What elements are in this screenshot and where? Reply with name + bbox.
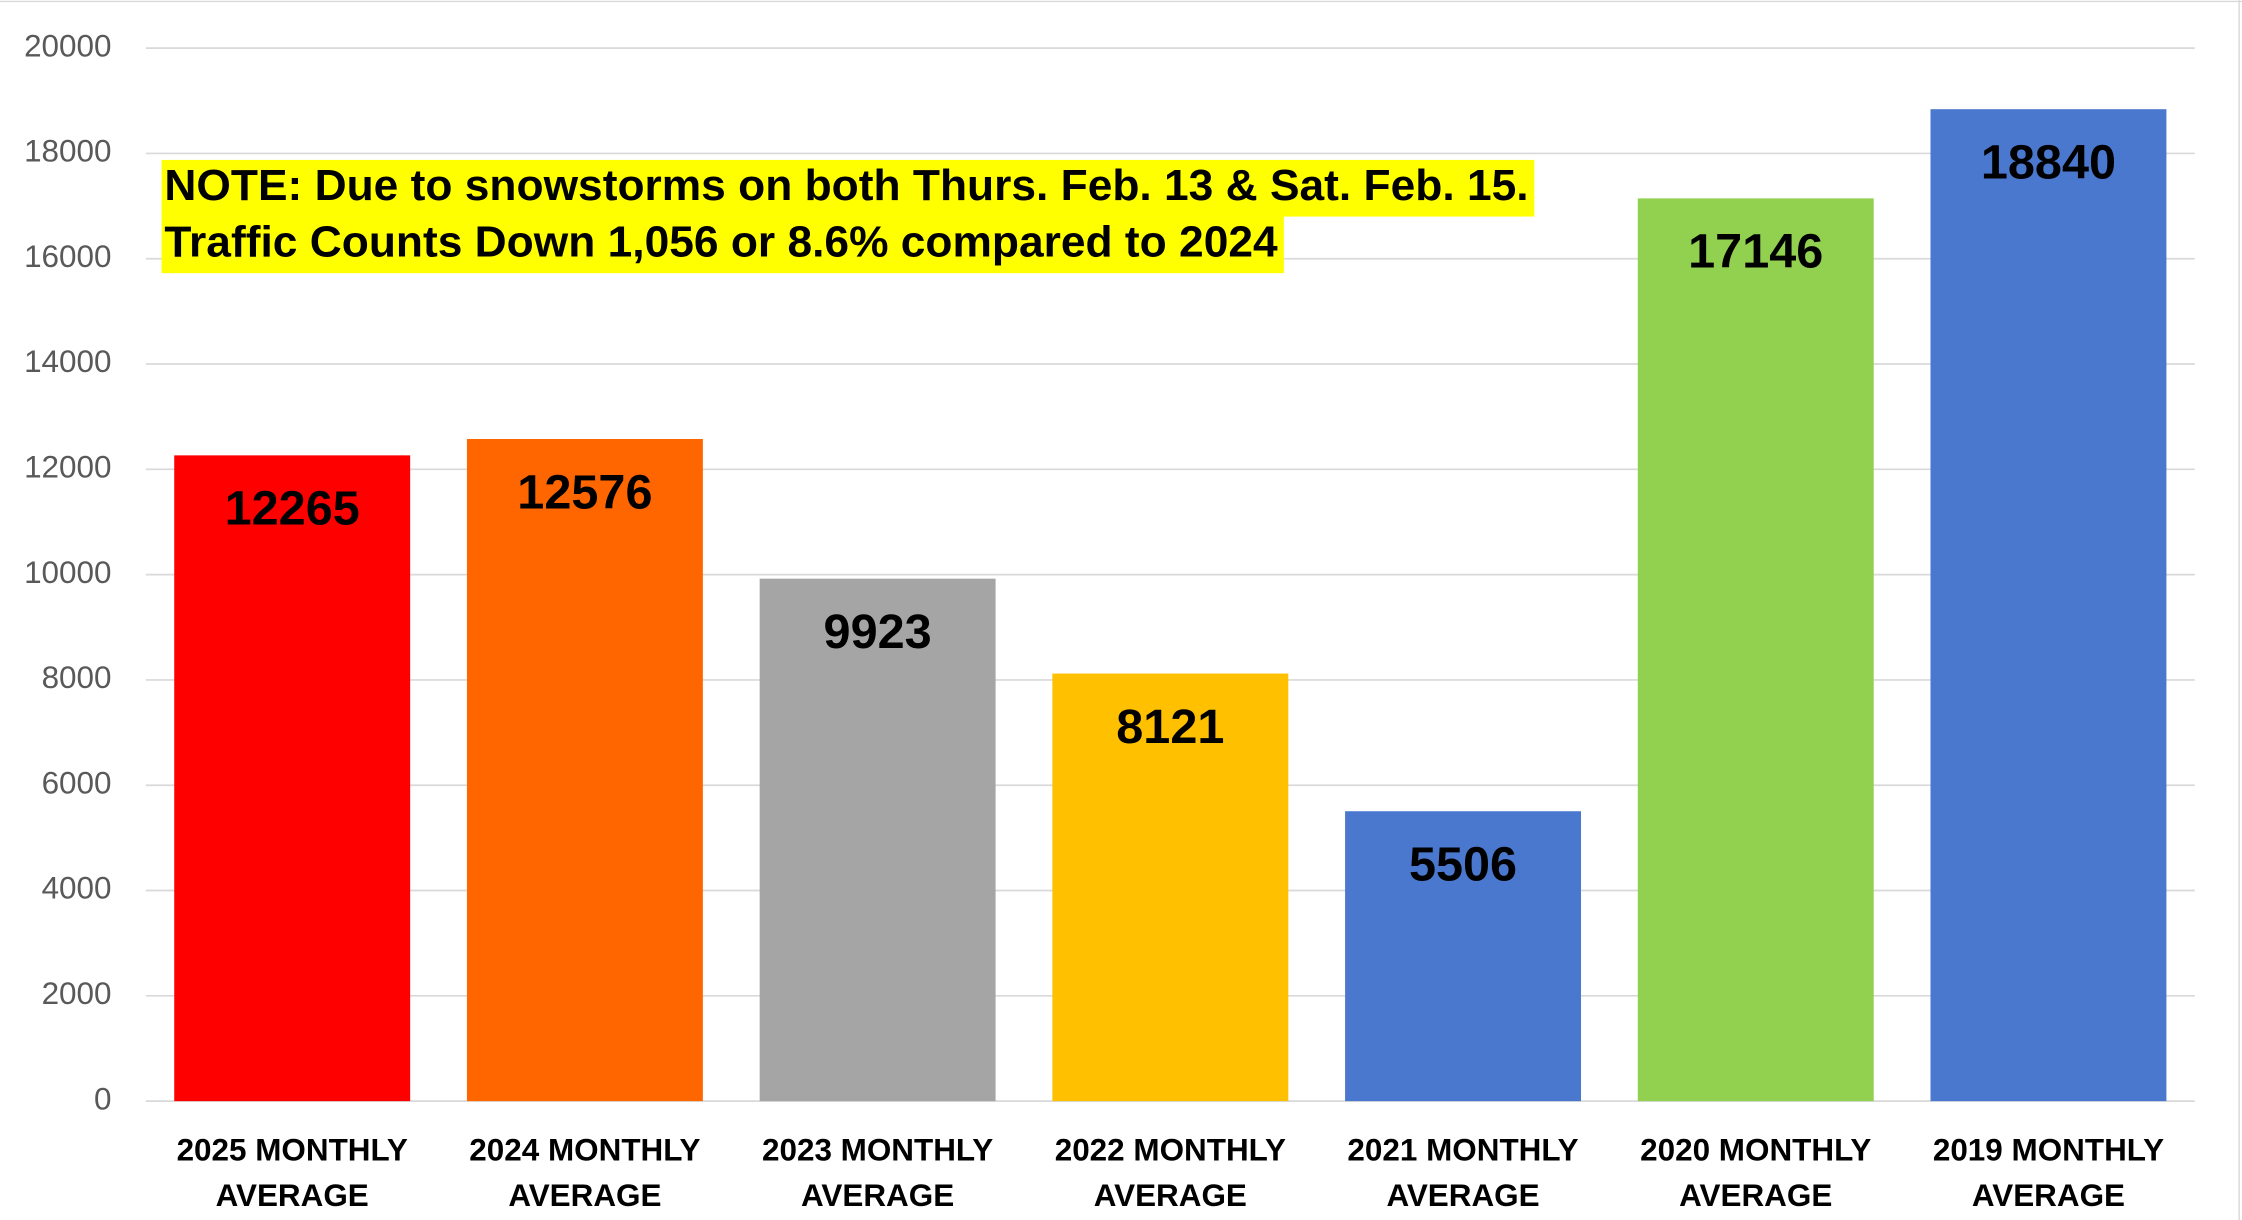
y-tick-label: 10000 [24, 555, 111, 590]
y-tick-label: 6000 [42, 766, 112, 801]
y-tick-label: 2000 [42, 976, 112, 1011]
annotation: Traffic Counts Down 1,056 or 8.6% compar… [164, 218, 1278, 267]
bar [759, 578, 996, 1102]
annotation-highlight [161, 216, 1284, 274]
annotation-highlight [161, 159, 1535, 217]
x-tick-label: AVERAGE [216, 1178, 369, 1213]
data-label: 17146 [1688, 225, 1823, 279]
data-label: 18840 [1981, 136, 2116, 190]
bar [1637, 198, 1874, 1102]
y-tick-label: 20000 [24, 28, 111, 63]
y-tick-label: 8000 [42, 660, 112, 695]
x-tick-label: AVERAGE [1679, 1178, 1832, 1213]
y-tick-label: 12000 [24, 450, 111, 485]
data-label: 12265 [225, 482, 360, 536]
annotation: NOTE: Due to snowstorms on both Thurs. F… [164, 161, 1528, 210]
y-tick-label: 14000 [24, 344, 111, 379]
bar [466, 438, 703, 1102]
x-tick-label: 2020 MONTHLY [1640, 1133, 1871, 1168]
data-label: 12576 [517, 466, 652, 520]
x-tick-label: 2021 MONTHLY [1347, 1133, 1578, 1168]
bar [1930, 109, 2167, 1102]
x-tick-label: AVERAGE [801, 1178, 954, 1213]
y-tick-label: 16000 [24, 239, 111, 274]
bar [174, 455, 411, 1102]
x-tick-label: AVERAGE [1094, 1178, 1247, 1213]
data-label: 8121 [1116, 700, 1224, 754]
x-tick-label: 2022 MONTHLY [1055, 1133, 1286, 1168]
y-tick-label: 4000 [42, 871, 112, 906]
x-tick-label: 2024 MONTHLY [469, 1133, 700, 1168]
data-label: 5506 [1409, 838, 1517, 892]
x-tick-label: AVERAGE [1386, 1178, 1539, 1213]
y-tick-label: 0 [94, 1081, 111, 1116]
data-label: 9923 [824, 605, 932, 659]
x-tick-label: 2023 MONTHLY [762, 1133, 993, 1168]
x-tick-label: 2025 MONTHLY [177, 1133, 408, 1168]
x-tick-label: 2019 MONTHLY [1933, 1133, 2164, 1168]
bar [1345, 811, 1582, 1102]
y-tick-label: 18000 [24, 134, 111, 169]
x-tick-label: AVERAGE [1972, 1178, 2125, 1213]
bar [1052, 673, 1289, 1102]
x-tick-label: AVERAGE [508, 1178, 661, 1213]
